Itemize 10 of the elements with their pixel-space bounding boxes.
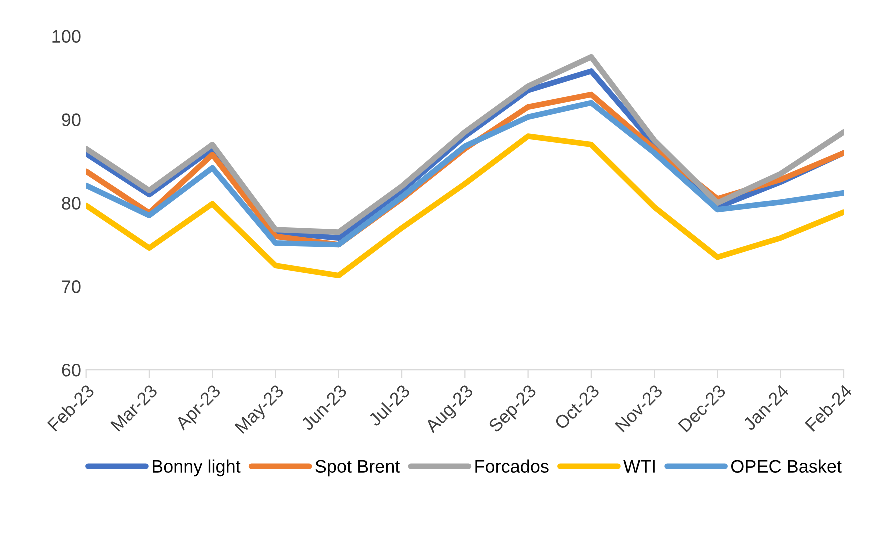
y-tick-label: 60 [62, 364, 81, 377]
legend-label: OPEC Basket [731, 460, 842, 473]
legend-label: Spot Brent [316, 460, 400, 477]
legend-label: WTI [624, 460, 655, 473]
y-tick-label: 70 [62, 280, 81, 294]
y-tick-label: 90 [62, 114, 81, 126]
y-tick-label: 100 [52, 30, 81, 44]
legend-label: Forcados [476, 460, 549, 473]
legend-label: Bonny light [153, 460, 241, 477]
y-tick-label: 80 [62, 197, 81, 210]
